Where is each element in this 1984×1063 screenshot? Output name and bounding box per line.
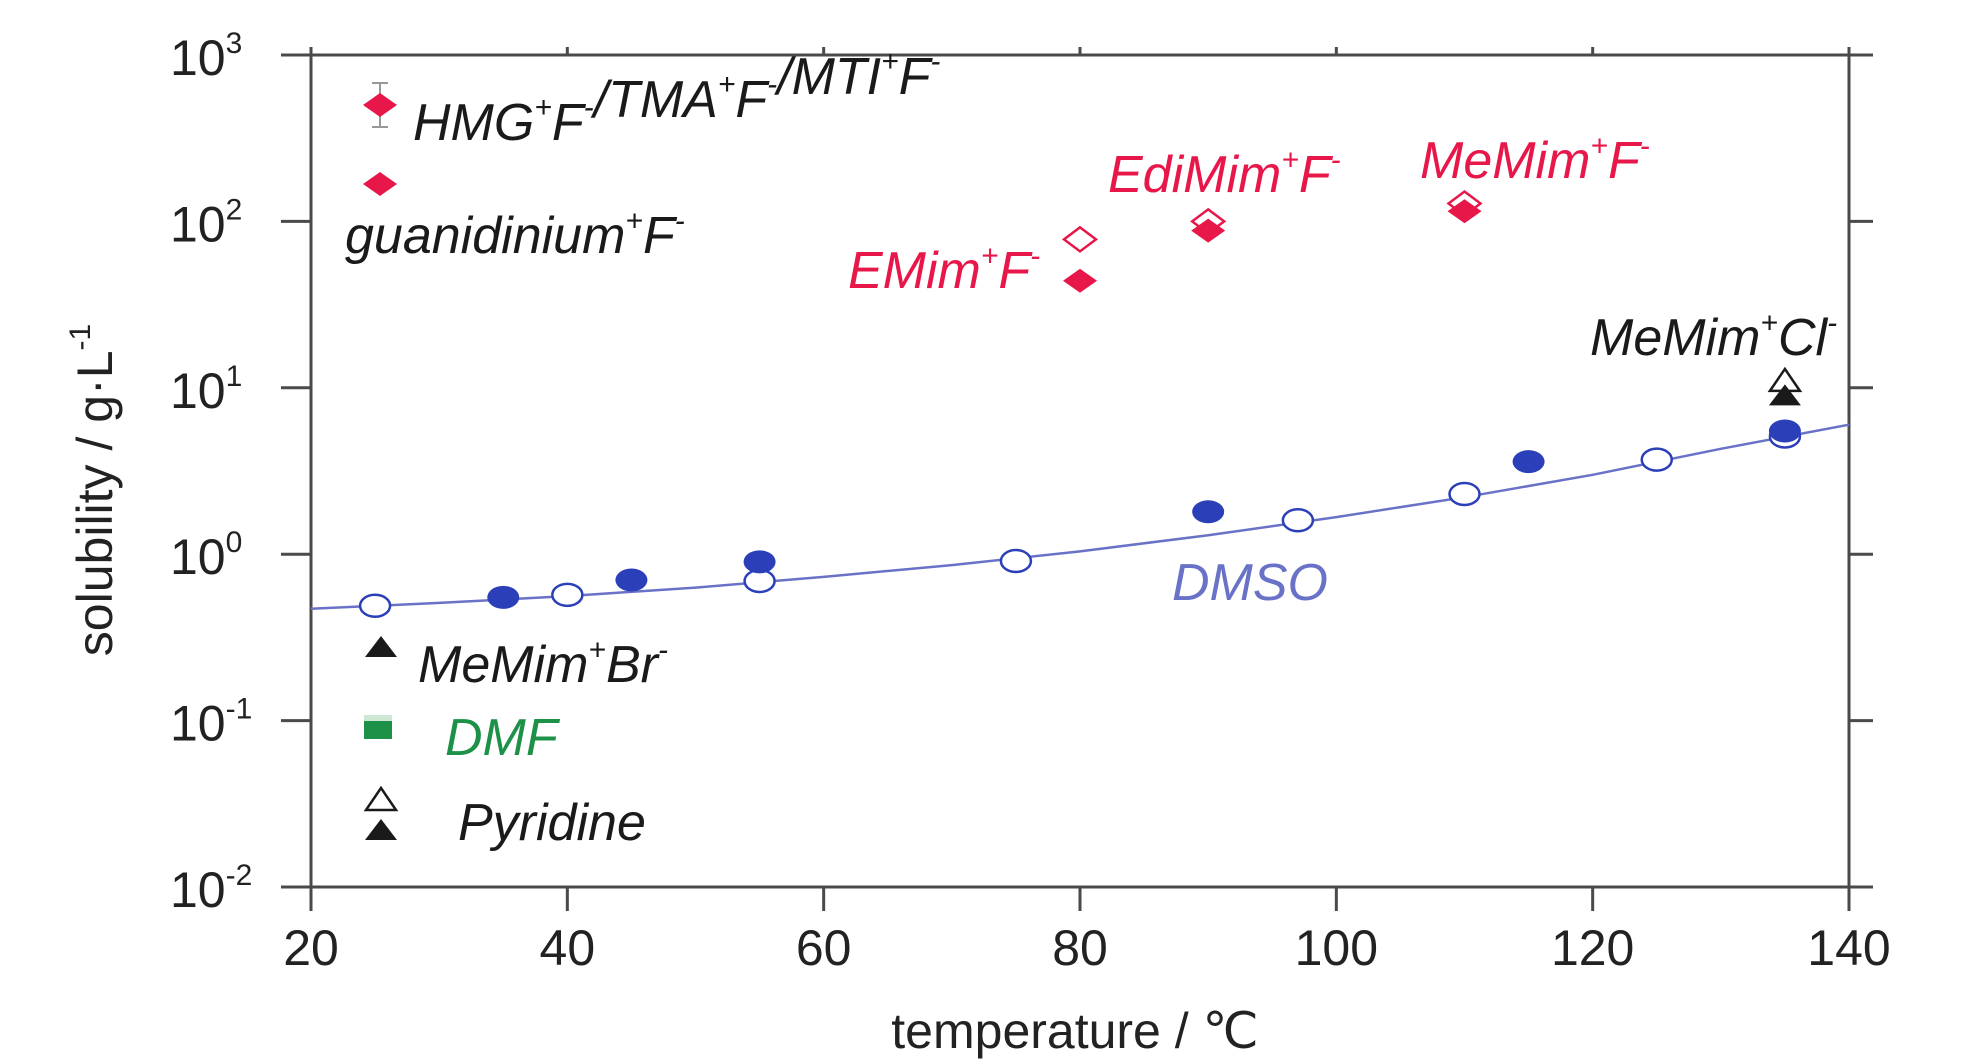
- x-tick-label: 120: [1551, 920, 1634, 976]
- x-tick-label: 80: [1052, 920, 1108, 976]
- data-point: [615, 568, 648, 592]
- x-axis-title: temperature / ℃: [891, 1003, 1258, 1059]
- filled-diamond-icon: [1063, 268, 1097, 293]
- legend-marker: [365, 636, 397, 657]
- x-tick-label: 40: [540, 920, 596, 976]
- data-point: [1768, 384, 1801, 406]
- open-circle-icon: [1448, 481, 1481, 507]
- legend-label: HMG+F-/TMA+F-/MTI+F-: [413, 45, 940, 152]
- y-tick-label: 10-1: [170, 693, 252, 752]
- x-tick-label: 60: [796, 920, 852, 976]
- open-triangle-icon: [363, 785, 399, 812]
- legend-item: MeMim+Br-: [365, 633, 668, 694]
- filled-circle-icon: [1192, 500, 1225, 524]
- data-point: [1448, 481, 1481, 507]
- x-tick-label: 140: [1807, 920, 1890, 976]
- open-circle-icon: [743, 568, 776, 594]
- y-axis-title: solubility / g·L-1: [64, 324, 123, 656]
- filled-circle-icon: [1768, 419, 1801, 443]
- data-point: [1640, 447, 1673, 472]
- legend-label: Pyridine: [458, 794, 646, 852]
- square-highlight: [364, 715, 392, 721]
- open-circle-icon: [1640, 447, 1673, 472]
- data-point: [1281, 507, 1315, 533]
- edimim-f-label: EdiMim+F-: [1108, 143, 1341, 204]
- data-points: [358, 189, 1803, 619]
- dmso-fit-curve: [310, 423, 1850, 611]
- legend-item: HMG+F-/TMA+F-/MTI+F-: [363, 45, 940, 152]
- legend-label: MeMim+Br-: [418, 633, 668, 694]
- open-circle-icon: [358, 593, 392, 619]
- x-tick-label: 20: [283, 920, 339, 976]
- data-point: [1191, 218, 1226, 243]
- legend-marker: [363, 785, 399, 812]
- open-circle-icon: [551, 582, 584, 608]
- open-diamond-icon: [1061, 225, 1099, 253]
- legend-item: Pyridine: [363, 785, 646, 852]
- memim-f-label: MeMim+F-: [1420, 129, 1650, 190]
- legend-label: guanidinium+F-: [345, 204, 685, 265]
- dmso-fit-curve-group: [310, 423, 1850, 611]
- open-circle-icon: [1281, 507, 1315, 533]
- filled-triangle-icon: [1768, 384, 1801, 406]
- y-tick-label: 100: [170, 526, 242, 585]
- y-tick-label: 102: [170, 193, 242, 252]
- y-tick-label: 101: [170, 360, 242, 419]
- legend-label: DMF: [445, 709, 561, 767]
- filled-circle-icon: [1512, 450, 1545, 474]
- dmso-label: DMSO: [1172, 554, 1328, 612]
- filled-diamond-icon: [363, 172, 397, 196]
- axes: 20 40 60 80 100 120 140 103 102 101 100 10-1 10-2 tem…: [64, 27, 1891, 1059]
- filled-circle-icon: [487, 585, 520, 609]
- legend-marker: [364, 715, 392, 739]
- filled-triangle-icon: [365, 819, 397, 840]
- data-point: [487, 585, 520, 609]
- data-point: [743, 568, 776, 594]
- data-point: [1768, 419, 1801, 443]
- filled-diamond-icon: [363, 93, 397, 117]
- legend-marker: [363, 172, 397, 196]
- filled-diamond-icon: [1191, 218, 1226, 243]
- legend-marker: [363, 93, 397, 117]
- memim-cl-label: MeMim+Cl-: [1590, 306, 1837, 367]
- filled-triangle-icon: [365, 636, 397, 657]
- legend-item: DMF: [364, 709, 561, 767]
- data-point: [999, 548, 1033, 574]
- legend: HMG+F-/TMA+F-/MTI+F-guanidinium+F- MeMim+…: [345, 45, 940, 852]
- y-tick-label: 103: [170, 27, 242, 86]
- x-tick-label: 100: [1295, 920, 1378, 976]
- data-point: [358, 593, 392, 619]
- data-point: [1192, 500, 1225, 524]
- filled-diamond-icon: [1447, 199, 1482, 224]
- filled-circle-icon: [743, 550, 776, 574]
- emim-f-label: EMim+F-: [848, 239, 1040, 300]
- data-point: [551, 582, 584, 608]
- data-point: [1061, 225, 1099, 253]
- legend-marker: [365, 819, 397, 840]
- data-point: [1447, 199, 1482, 224]
- data-point: [743, 550, 776, 574]
- filled-circle-icon: [615, 568, 648, 592]
- data-point: [1063, 268, 1097, 293]
- open-circle-icon: [999, 548, 1033, 574]
- legend-item: guanidinium+F-: [345, 172, 685, 265]
- data-point: [1512, 450, 1545, 474]
- annotations: EMim+F- EdiMim+F- MeMim+F- MeMim+Cl- DMSO: [848, 129, 1837, 612]
- y-tick-label: 10-2: [170, 859, 252, 918]
